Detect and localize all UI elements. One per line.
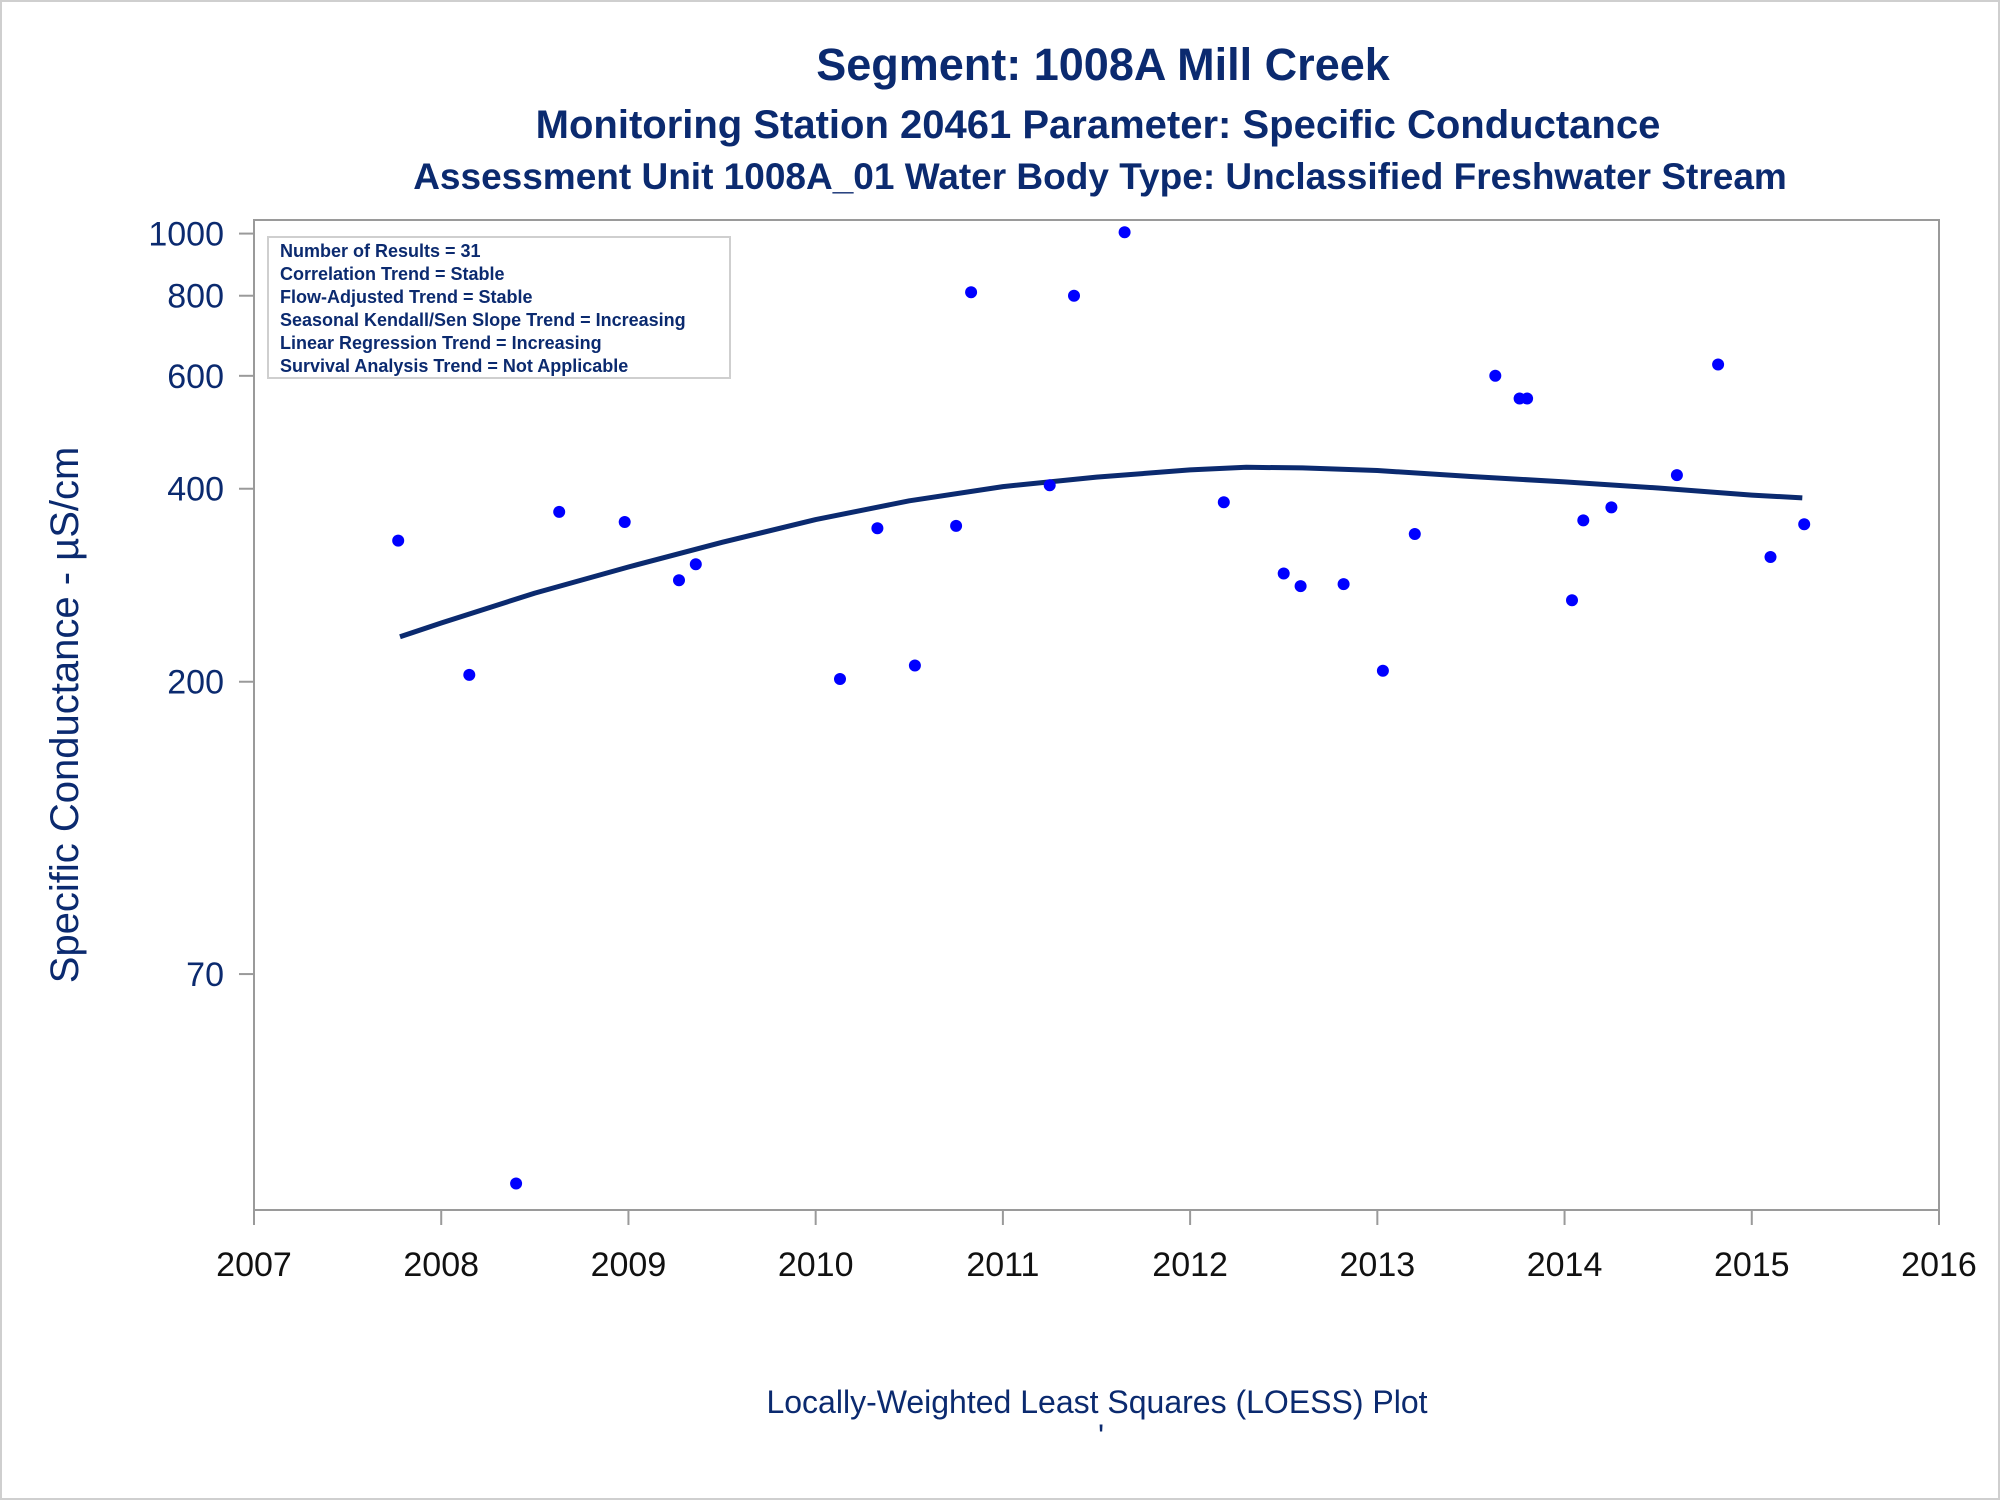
stats-line: Seasonal Kendall/Sen Slope Trend = Incre… (280, 310, 686, 330)
data-points (392, 226, 1811, 1190)
y-tick-label: 1000 (148, 216, 224, 254)
data-point (965, 286, 978, 299)
stats-line: Flow-Adjusted Trend = Stable (280, 287, 533, 307)
data-point (689, 558, 702, 571)
x-tick-label: 2007 (216, 1246, 292, 1284)
stats-box-border (267, 236, 731, 379)
data-point (1337, 578, 1350, 591)
data-point (1670, 469, 1683, 482)
data-point (908, 659, 921, 672)
data-point (1798, 518, 1811, 531)
y-axis-label: Specific Conductance - µS/cm (43, 447, 87, 984)
x-tick-label: 2012 (1152, 1246, 1228, 1284)
x-tick-label: 2008 (403, 1246, 479, 1284)
plot-area (253, 219, 1940, 1211)
data-point (1605, 501, 1618, 514)
x-tick-label: 2009 (591, 1246, 667, 1284)
y-tick-label: 200 (167, 664, 224, 702)
chart-subtitle: Monitoring Station 20461 Parameter: Spec… (536, 103, 1661, 147)
x-tick-label: 2016 (1901, 1246, 1977, 1284)
chart-title: Segment: 1008A Mill Creek (816, 39, 1391, 90)
x-tick-label: 2013 (1340, 1246, 1416, 1284)
data-point (1068, 289, 1080, 302)
x-tick-label: 2011 (966, 1246, 1039, 1284)
data-point (834, 673, 846, 685)
data-point (1577, 514, 1590, 527)
data-point (871, 522, 884, 535)
data-point (1043, 479, 1056, 492)
data-point (553, 505, 566, 518)
loess-trend-line (399, 464, 1803, 640)
data-point (618, 516, 631, 528)
data-point (1118, 226, 1131, 239)
data-point (673, 574, 685, 587)
data-point (463, 668, 476, 681)
x-axis-label: Locally-Weighted Least Squares (LOESS) P… (766, 1384, 1427, 1420)
stats-box: Number of Results = 31 Correlation Trend … (267, 236, 731, 379)
x-tick-label: 2014 (1527, 1246, 1603, 1284)
data-point (1408, 528, 1421, 540)
data-point (1521, 392, 1534, 405)
stats-line: Correlation Trend = Stable (280, 264, 505, 284)
y-tick-label: 70 (186, 956, 224, 994)
chart-subtitle-2: Assessment Unit 1008A_01 Water Body Type… (413, 156, 1787, 197)
data-point (1217, 496, 1230, 509)
data-point (1294, 580, 1307, 593)
data-point (1489, 369, 1502, 382)
y-axis-ticks: 70 200 400 600 800 1000 (148, 216, 254, 994)
data-point (510, 1177, 523, 1190)
data-point (1376, 664, 1389, 677)
y-tick-label: 600 (167, 358, 224, 396)
stats-line: Number of Results = 31 (280, 241, 481, 261)
x-tick-label: 2015 (1714, 1246, 1790, 1284)
data-point (392, 534, 405, 547)
x-tick-label: 2010 (778, 1246, 854, 1284)
footnote-mark: ' (1098, 1418, 1104, 1454)
x-axis-ticks: 2007 2008 2009 2010 2011 2012 2013 2014 2015 2016 (216, 1210, 1977, 1284)
data-point (950, 519, 963, 532)
data-point (1712, 358, 1725, 371)
data-point (1764, 551, 1777, 563)
data-point (1566, 594, 1578, 607)
stats-line: Linear Regression Trend = Increasing (280, 333, 602, 353)
y-tick-label: 800 (167, 278, 224, 316)
data-point (1277, 567, 1290, 580)
y-tick-label: 400 (167, 471, 224, 509)
stats-line: Survival Analysis Trend = Not Applicable (280, 356, 628, 376)
